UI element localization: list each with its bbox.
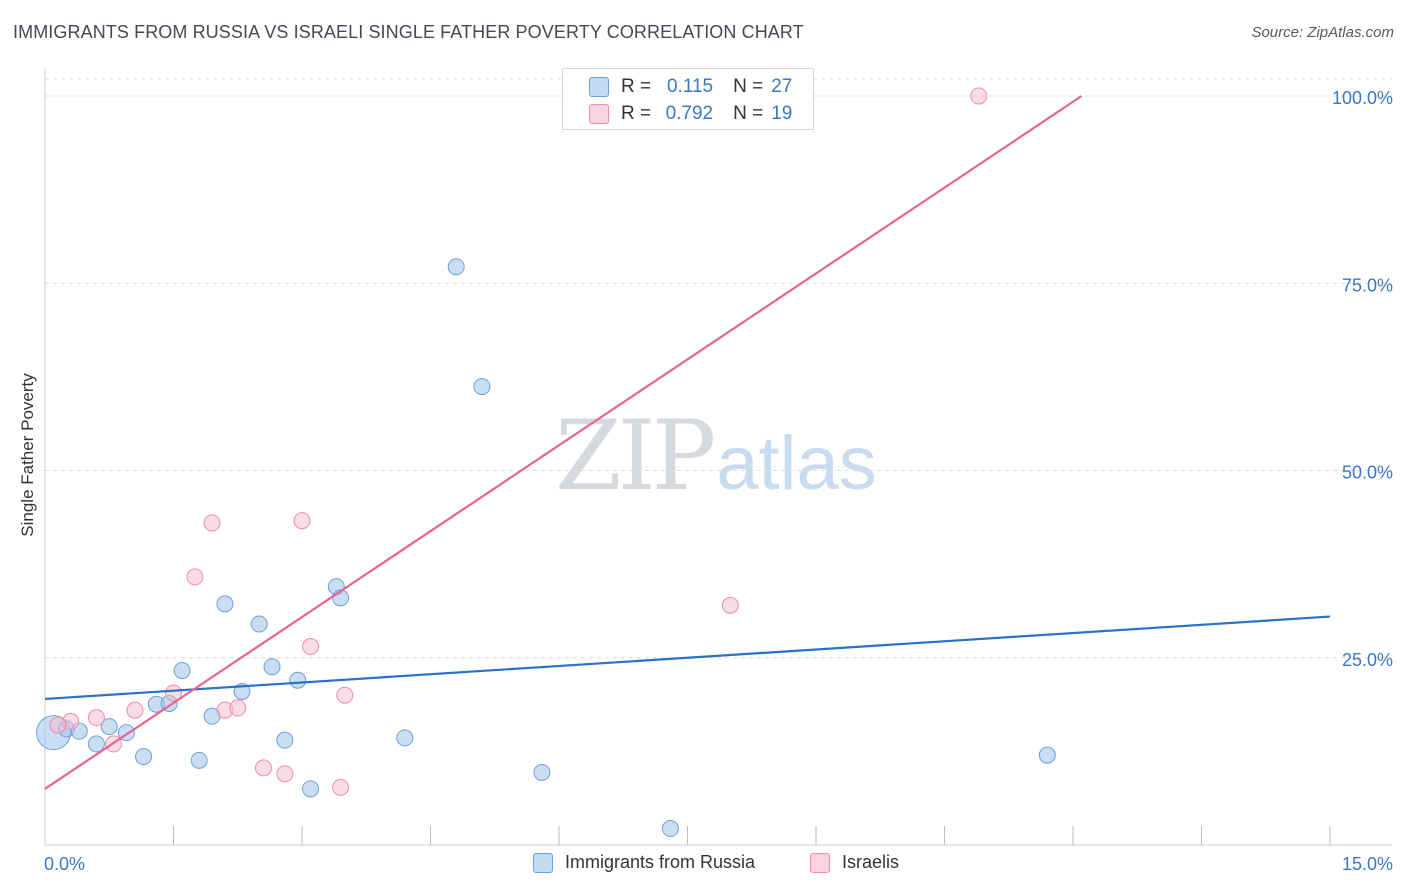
stats-r-label: R =	[621, 76, 652, 97]
data-point-russia	[276, 731, 294, 749]
data-point-israelis	[276, 765, 294, 783]
data-point-israelis	[186, 568, 204, 586]
data-point-israelis	[293, 512, 311, 530]
stats-r-value: 0.115	[666, 76, 714, 97]
y-tick-label: 75.0%	[1342, 275, 1393, 295]
legend-item-russia[interactable]: Immigrants from Russia	[533, 852, 755, 873]
data-point-russia	[302, 780, 320, 798]
watermark-zip: ZIP	[555, 400, 716, 512]
data-point-israelis	[87, 709, 105, 727]
data-point-russia	[100, 718, 118, 736]
legend-swatch-israelis	[810, 852, 830, 873]
stats-swatch-israelis	[589, 104, 609, 124]
data-point-russia	[216, 595, 234, 613]
stats-row-israelis: R = 0.792 N = 19	[563, 101, 792, 127]
data-point-israelis	[970, 87, 988, 105]
stats-n-value: 27	[771, 76, 793, 97]
data-point-israelis	[126, 701, 144, 719]
legend-label-russia: Immigrants from Russia	[565, 852, 756, 872]
trend-line-russia	[44, 615, 1331, 701]
data-point-israelis	[49, 716, 67, 734]
x-tick-label: 15.0%	[1342, 854, 1393, 874]
data-point-israelis	[332, 778, 350, 796]
data-point-israelis	[254, 759, 272, 777]
y-tick-label: 100.0%	[1332, 88, 1393, 108]
y-tick-label: 50.0%	[1342, 463, 1393, 483]
stats-legend: R = 0.115 N = 27 R = 0.792 N = 19	[562, 68, 814, 130]
trend-line-israelis	[44, 95, 1083, 790]
stats-r-label: R =	[621, 103, 652, 124]
data-point-israelis	[721, 596, 739, 614]
stats-n-label: N =	[733, 76, 764, 97]
data-point-russia	[263, 658, 281, 676]
stats-r-value: 0.792	[665, 103, 714, 124]
data-point-russia	[173, 661, 191, 679]
data-point-israelis	[336, 686, 354, 704]
stats-swatch-russia	[589, 77, 609, 97]
data-point-israelis	[229, 699, 247, 717]
legend-item-israelis[interactable]: Israelis	[810, 852, 899, 873]
data-point-russia	[1038, 746, 1056, 764]
data-point-russia	[289, 671, 307, 689]
watermark-atlas: atlas	[716, 421, 877, 506]
bottom-legend: Immigrants from Russia Israelis	[0, 852, 1406, 876]
x-tick-label: 0.0%	[44, 854, 85, 874]
data-point-israelis	[165, 684, 182, 702]
chart-title: IMMIGRANTS FROM RUSSIA VS ISRAELI SINGLE…	[13, 22, 804, 42]
data-point-russia	[533, 763, 551, 781]
data-point-russia	[87, 735, 105, 753]
data-point-israelis	[302, 638, 320, 656]
watermark: ZIPatlas	[555, 400, 877, 512]
stats-row-russia: R = 0.115 N = 27	[563, 74, 792, 100]
legend-swatch-russia	[533, 852, 553, 873]
chart-source: Source: ZipAtlas.com	[1251, 24, 1394, 41]
data-point-russia	[190, 751, 208, 769]
data-point-russia	[135, 748, 153, 766]
data-point-russia	[447, 258, 465, 276]
stats-n-label: N =	[733, 103, 764, 124]
data-point-israelis	[203, 514, 221, 532]
data-point-russia	[661, 820, 679, 838]
y-tick-label: 25.0%	[1342, 650, 1393, 670]
data-point-russia	[250, 615, 268, 633]
data-point-russia	[396, 729, 414, 747]
data-point-russia	[473, 378, 491, 396]
legend-label-israelis: Israelis	[842, 852, 900, 872]
stats-n-value: 19	[771, 103, 793, 124]
